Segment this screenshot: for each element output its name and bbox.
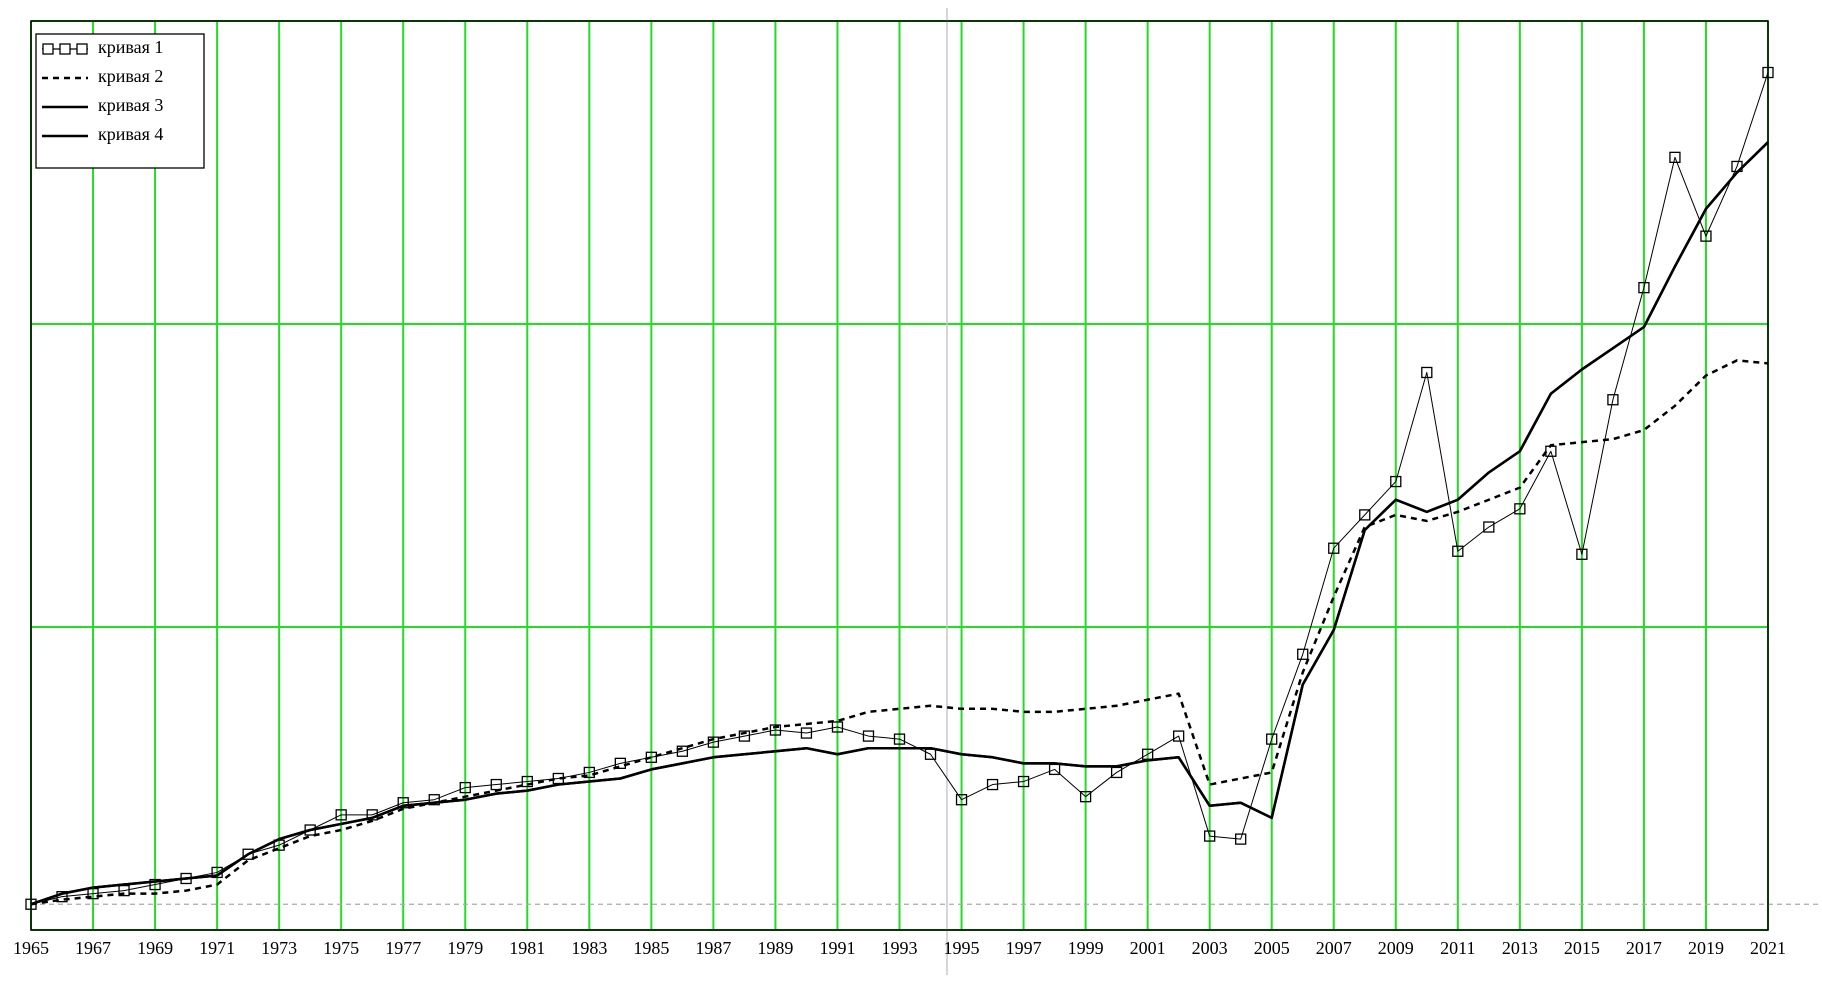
marker xyxy=(986,778,999,791)
x-tick-label: 2001 xyxy=(1130,938,1166,958)
marker xyxy=(769,724,782,736)
marker xyxy=(242,848,254,860)
marker xyxy=(800,727,813,739)
marker xyxy=(1359,509,1371,521)
x-tick-label: 2013 xyxy=(1502,938,1538,958)
marker xyxy=(149,878,161,891)
marker xyxy=(738,730,751,742)
x-tick-label: 1985 xyxy=(633,938,669,958)
legend-box xyxy=(35,33,205,169)
x-tick-label: 2003 xyxy=(1192,938,1228,958)
marker xyxy=(1204,830,1216,842)
marker xyxy=(1297,648,1309,660)
x-tick-label: 1973 xyxy=(261,938,297,958)
marker xyxy=(1235,833,1247,845)
x-tick-label: 1997 xyxy=(1006,938,1042,958)
x-tick-label: 2005 xyxy=(1254,938,1290,958)
x-tick-label: 1981 xyxy=(509,938,545,958)
marker xyxy=(831,721,844,733)
x-tick-label: 1991 xyxy=(819,938,855,958)
marker xyxy=(676,745,689,757)
x-tick-label: 1993 xyxy=(882,938,918,958)
x-tick-label: 1975 xyxy=(323,938,359,958)
series-line xyxy=(30,141,1769,906)
x-tick-label: 2015 xyxy=(1564,938,1600,958)
legend-marker xyxy=(59,43,71,55)
series-line xyxy=(30,72,1769,905)
x-tick-label: 2009 xyxy=(1378,938,1414,958)
x-tick-label: 1979 xyxy=(447,938,483,958)
x-tick-label: 1967 xyxy=(75,938,111,958)
x-tick-label: 1999 xyxy=(1068,938,1104,958)
x-tick-label: 1983 xyxy=(571,938,607,958)
marker xyxy=(1266,733,1278,745)
marker xyxy=(955,794,968,806)
marker xyxy=(1017,775,1030,788)
x-tick-label: 1971 xyxy=(199,938,235,958)
marker xyxy=(1669,151,1681,164)
legend: кривая 1 кривая 2 кривая 3 кривая 4 xyxy=(35,33,205,169)
legend-marker xyxy=(76,43,88,55)
x-tick-label: 1977 xyxy=(385,938,421,958)
legend-label: кривая 1 xyxy=(98,37,163,57)
marker xyxy=(459,781,471,794)
legend-label: кривая 2 xyxy=(98,66,163,86)
x-tick-label: 2021 xyxy=(1750,938,1786,958)
marker xyxy=(1421,366,1433,379)
marker xyxy=(1173,730,1185,742)
x-tick-label: 2007 xyxy=(1316,938,1352,958)
plot xyxy=(25,66,1774,910)
marker xyxy=(1390,475,1402,488)
marker xyxy=(1607,394,1619,406)
marker xyxy=(521,775,533,788)
x-tick-label: 1965 xyxy=(13,938,49,958)
x-tick-label: 2011 xyxy=(1440,938,1475,958)
marker xyxy=(1514,503,1526,515)
marker xyxy=(1483,521,1495,533)
marker xyxy=(428,794,440,806)
legend-label: кривая 4 xyxy=(98,124,163,144)
marker xyxy=(1079,791,1092,803)
series-line xyxy=(30,359,1769,906)
marker xyxy=(1576,548,1588,560)
marker xyxy=(893,733,906,745)
x-tick-label: 1995 xyxy=(944,938,980,958)
marker xyxy=(707,736,720,748)
marker xyxy=(335,809,347,821)
marker xyxy=(583,766,595,779)
marker xyxy=(1638,281,1650,294)
marker xyxy=(862,730,875,742)
marker xyxy=(645,751,658,763)
x-tick-label: 2019 xyxy=(1688,938,1724,958)
grid xyxy=(30,20,1822,931)
legend-label: кривая 3 xyxy=(98,95,163,115)
legend-marker xyxy=(42,43,54,55)
x-tick-label: 1987 xyxy=(695,938,731,958)
marker xyxy=(1328,542,1340,554)
x-tick-label: 1989 xyxy=(757,938,793,958)
marker xyxy=(614,757,626,769)
x-tick-label: 2017 xyxy=(1626,938,1662,958)
plot-frame xyxy=(30,20,1769,931)
x-tick-label: 1969 xyxy=(137,938,173,958)
marker xyxy=(1700,230,1712,242)
marker xyxy=(1452,545,1464,557)
